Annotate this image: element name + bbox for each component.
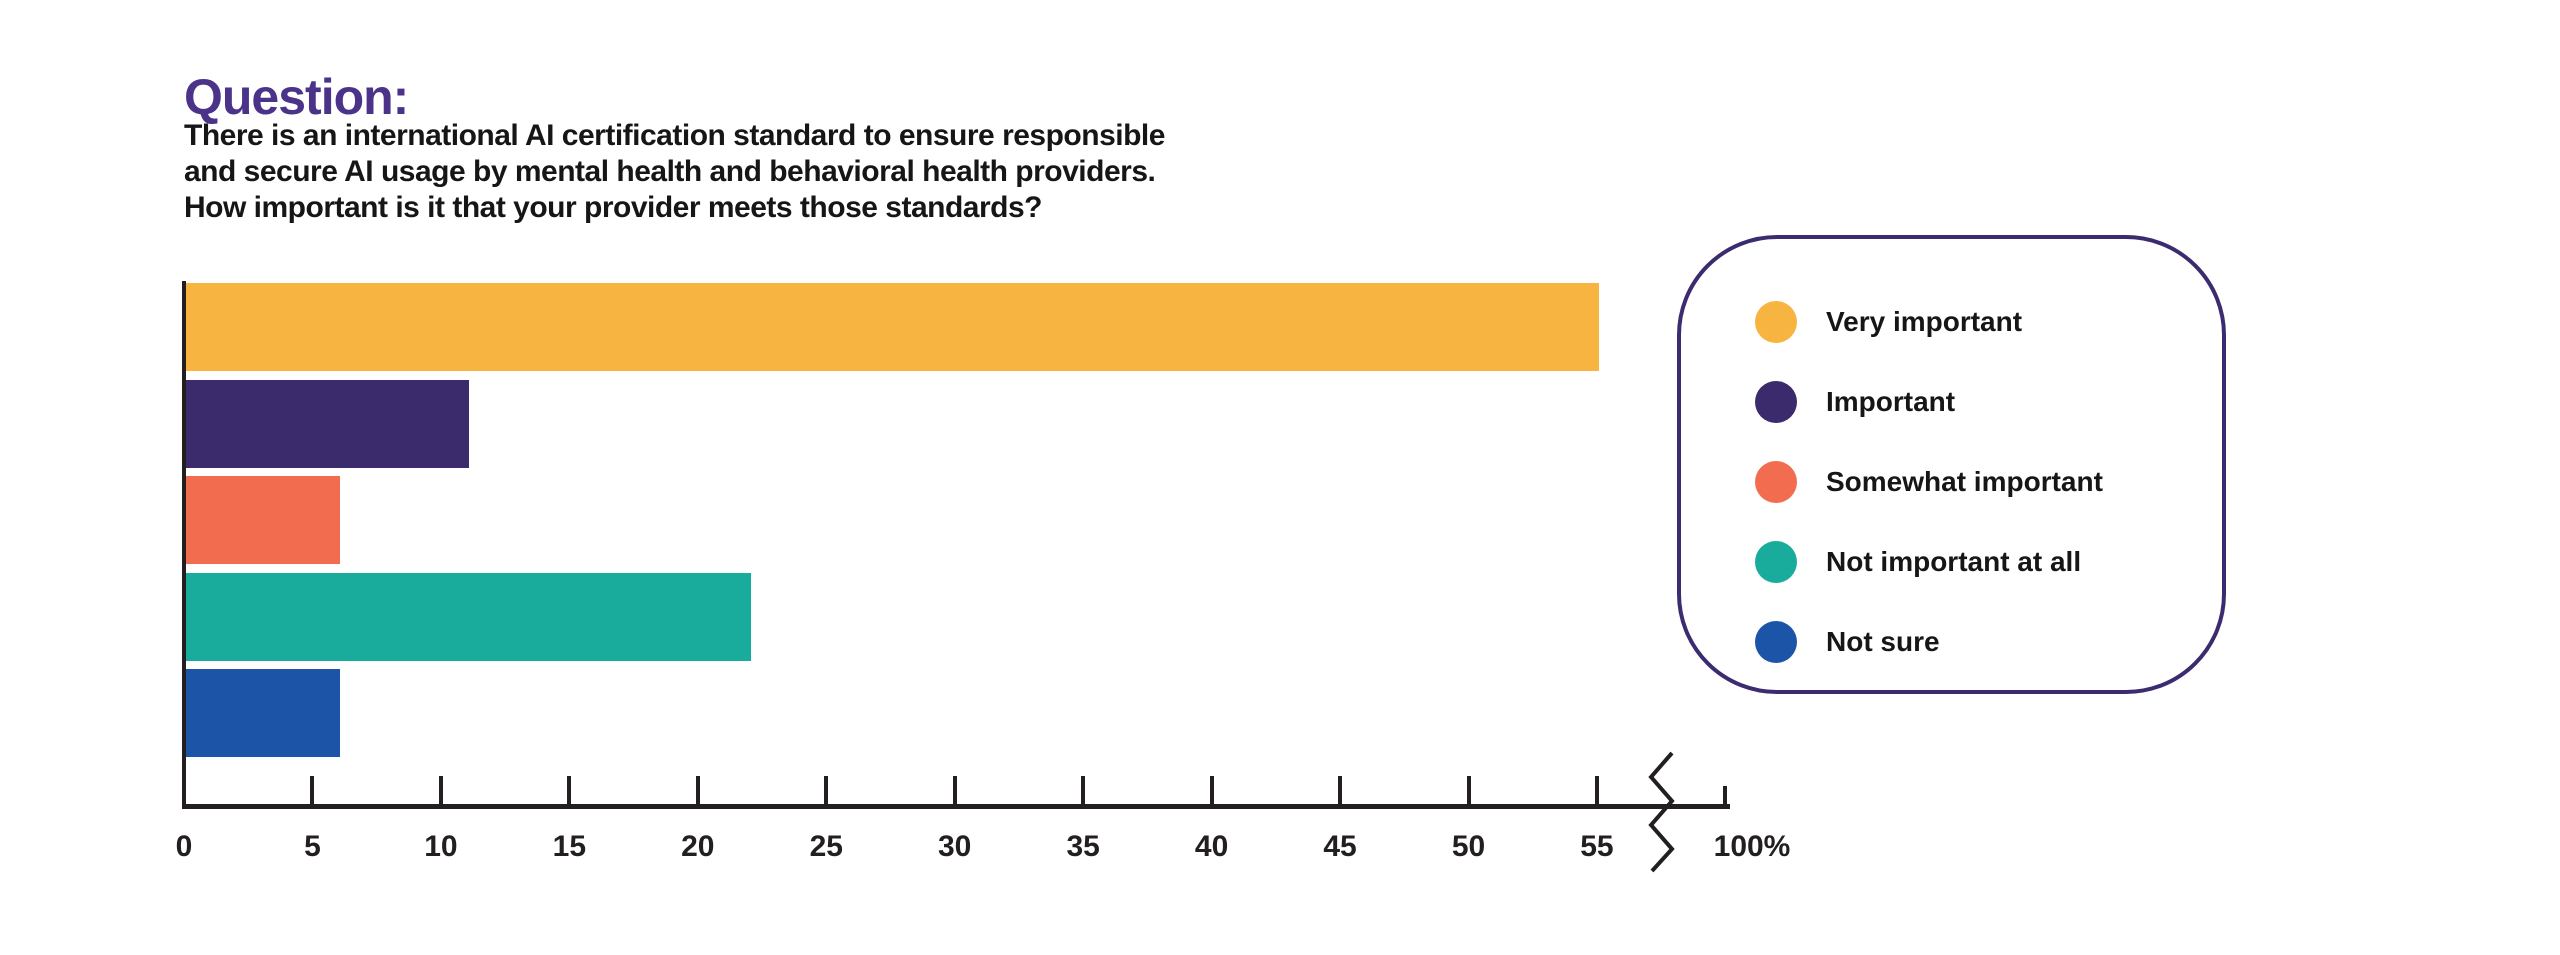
- x-axis-tick: [824, 776, 829, 804]
- x-axis-tick: [1081, 776, 1086, 804]
- legend-color-dot-icon: [1755, 381, 1797, 423]
- y-axis-line: [182, 281, 186, 809]
- x-axis-end-label: 100%: [1713, 830, 1791, 863]
- x-axis-tick: [1338, 776, 1343, 804]
- x-tick-label: 55: [1580, 830, 1614, 863]
- question-line: How important is it that your provider m…: [184, 191, 1042, 224]
- legend-color-dot-icon: [1755, 621, 1797, 663]
- x-axis-tick: [310, 776, 315, 804]
- legend-label: Very important: [1826, 306, 2023, 337]
- bar-not-sure: [186, 669, 340, 757]
- bar-not-important-at-all: [186, 573, 751, 661]
- x-tick-label: 25: [809, 830, 843, 863]
- x-tick-label: 20: [681, 830, 715, 863]
- x-axis-tick: [1466, 776, 1471, 804]
- x-axis-tick: [567, 776, 572, 804]
- x-axis-tick: [1209, 776, 1214, 804]
- x-tick-label: 30: [938, 830, 972, 863]
- x-axis-tick: [1594, 776, 1599, 804]
- x-axis-tick: [695, 776, 700, 804]
- x-tick-label: 5: [304, 830, 321, 863]
- legend-label: Important: [1826, 386, 1956, 417]
- x-tick-label: 35: [1066, 830, 1100, 863]
- legend-color-dot-icon: [1755, 301, 1797, 343]
- legend-item-important: Important: [1755, 381, 1955, 423]
- legend-item-very-important: Very important: [1755, 301, 2022, 343]
- x-tick-label: 50: [1451, 830, 1486, 863]
- question-text: There is an international AI certificati…: [184, 118, 1165, 226]
- bar-somewhat-important: [186, 476, 340, 564]
- question-line: There is an international AI certificati…: [184, 119, 1165, 152]
- axis-break-icon: [1648, 751, 1675, 873]
- x-axis-line: [182, 804, 1730, 809]
- legend-label: Not sure: [1826, 626, 1940, 657]
- legend-item-not-important-at-all: Not important at all: [1755, 541, 2081, 583]
- x-axis-tick: [438, 776, 443, 804]
- x-tick-label: 45: [1323, 830, 1357, 863]
- x-tick-label: 40: [1194, 830, 1229, 863]
- bar-important: [186, 380, 469, 468]
- legend-color-dot-icon: [1755, 461, 1797, 503]
- x-tick-label: 0: [175, 830, 193, 863]
- legend-item-not-sure: Not sure: [1755, 621, 1940, 663]
- x-axis-tick: [952, 776, 957, 804]
- x-tick-label: 10: [424, 830, 458, 863]
- x-axis-end-tick: [1723, 786, 1727, 804]
- x-tick-label: 15: [552, 830, 587, 863]
- legend-label: Somewhat important: [1826, 466, 2103, 497]
- legend-label: Not important at all: [1826, 546, 2082, 577]
- legend-item-somewhat-important: Somewhat important: [1755, 461, 2103, 503]
- x-axis-tick: [182, 776, 186, 804]
- legend-color-dot-icon: [1755, 541, 1797, 583]
- page-title: Question:: [184, 69, 409, 125]
- legend-box: Very important Important Somewhat importan…: [1677, 235, 2226, 694]
- question-line: and secure AI usage by mental health and…: [184, 155, 1156, 188]
- bar-very-important: [186, 283, 1599, 371]
